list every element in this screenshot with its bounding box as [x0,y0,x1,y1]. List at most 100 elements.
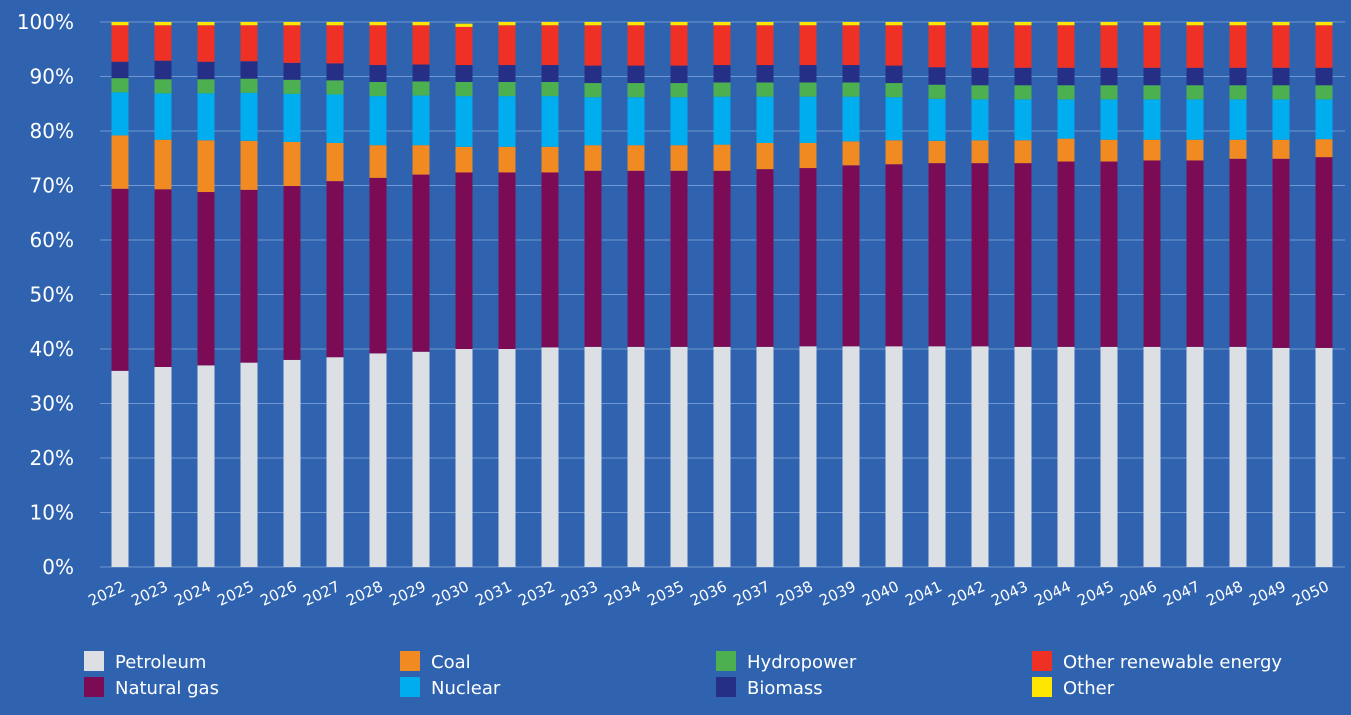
x-tick-label: 2047 [1160,577,1202,609]
x-tick-label: 2027 [300,577,342,609]
bar-segment-other-2039 [842,22,860,26]
legend-swatch [716,651,736,671]
bar-segment-coal-2043 [1014,140,1032,164]
bar-segment-natural-gas-2043 [1014,163,1032,347]
x-tick-label: 2039 [816,577,858,609]
bar-segment-coal-2030 [455,146,473,173]
legend-swatch [400,651,420,671]
bar-segment-biomass-2034 [627,65,645,84]
bar-segment-hydropower-2039 [842,82,860,97]
bar-segment-other-2043 [1014,22,1032,26]
bar-segment-petroleum-2038 [799,346,817,567]
bar-segment-coal-2038 [799,142,817,169]
bar-segment-other-renewable-energy-2045 [1100,25,1118,68]
bar-segment-hydropower-2036 [713,82,731,97]
bar-segment-coal-2033 [584,145,602,171]
bar-segment-other-renewable-energy-2027 [326,25,344,64]
bar-segment-natural-gas-2028 [369,177,387,354]
x-tick-label: 2034 [601,577,643,609]
y-tick-label: 80% [30,119,74,143]
x-tick-label: 2035 [644,577,686,609]
bar-segment-other-renewable-energy-2032 [541,25,559,66]
bar-segment-coal-2034 [627,145,645,171]
bar-segment-hydropower-2023 [154,79,172,94]
legend: Petroleum Coal Hydropower Other renewable e… [84,651,1282,699]
bar-segment-other-2042 [971,22,989,26]
bar-segment-natural-gas-2047 [1186,160,1204,347]
bar-segment-other-renewable-energy-2023 [154,25,172,61]
bar-segment-petroleum-2024 [197,365,215,567]
bar-segment-other-renewable-energy-2046 [1143,25,1161,68]
bar-segment-petroleum-2031 [498,349,516,567]
bar-segment-coal-2022 [111,135,129,189]
bar-segment-other-2023 [154,22,172,26]
bar-segment-hydropower-2049 [1272,85,1290,100]
bar-segment-hydropower-2026 [283,79,301,94]
x-tick-label: 2026 [257,577,299,609]
bar-segment-natural-gas-2030 [455,172,473,349]
legend-swatch [84,677,104,697]
bar-segment-biomass-2044 [1057,67,1075,86]
y-tick-label: 60% [30,228,74,252]
bar-segment-other-renewable-energy-2029 [412,25,430,65]
bar-segment-nuclear-2031 [498,96,516,147]
x-tick-label: 2022 [85,577,127,609]
bar-segment-biomass-2029 [412,64,430,82]
x-tick-label: 2050 [1289,577,1331,609]
bar-segment-coal-2041 [928,140,946,164]
bar-segment-petroleum-2040 [885,346,903,567]
bar-segment-hydropower-2046 [1143,85,1161,100]
bar-segment-nuclear-2029 [412,95,430,146]
legend-label: Petroleum [115,652,206,673]
bar-segment-other-2022 [111,22,129,26]
bar-segment-petroleum-2042 [971,346,989,567]
bar-segment-hydropower-2041 [928,84,946,99]
bar-segment-other-renewable-energy-2022 [111,25,129,62]
bar-segment-petroleum-2045 [1100,346,1118,567]
bar-segment-natural-gas-2041 [928,163,946,347]
bar-segment-other-renewable-energy-2039 [842,25,860,66]
bar-segment-petroleum-2046 [1143,346,1161,567]
bar-segment-other-2037 [756,22,774,26]
bar-segment-other-2040 [885,22,903,26]
bar-segment-natural-gas-2038 [799,168,817,347]
bar-segment-other-renewable-energy-2043 [1014,25,1032,68]
bar-segment-biomass-2038 [799,65,817,83]
bar-segment-other-2046 [1143,22,1161,26]
bar-segment-other-2024 [197,22,215,26]
bar-segment-biomass-2046 [1143,67,1161,86]
bar-segment-natural-gas-2022 [111,188,129,371]
bar-segment-natural-gas-2027 [326,181,344,358]
y-tick-label: 40% [30,337,74,361]
bar-segment-hydropower-2030 [455,81,473,97]
bar-segment-nuclear-2024 [197,93,215,141]
legend-label: Other renewable energy [1063,652,1282,673]
bar-segment-biomass-2042 [971,67,989,86]
bar-segment-petroleum-2049 [1272,347,1290,567]
bar-segment-natural-gas-2034 [627,170,645,347]
bar-segment-coal-2048 [1229,139,1247,159]
bar-segment-biomass-2023 [154,60,172,80]
bar-segment-petroleum-2026 [283,359,301,567]
bar-segment-natural-gas-2032 [541,172,559,348]
x-tick-label: 2049 [1246,577,1288,609]
bar-segment-natural-gas-2037 [756,169,774,347]
bar-segment-other-2035 [670,22,688,26]
bar-segment-other-renewable-energy-2044 [1057,25,1075,68]
legend-label: Coal [431,652,471,673]
bar-segment-natural-gas-2039 [842,165,860,347]
bar-segment-biomass-2030 [455,65,473,82]
y-tick-label: 10% [30,501,74,525]
bar-segment-biomass-2031 [498,65,516,82]
bar-segment-other-renewable-energy-2035 [670,25,688,66]
bar-segment-nuclear-2033 [584,97,602,146]
bar-segment-natural-gas-2033 [584,170,602,347]
bar-segment-natural-gas-2025 [240,189,258,363]
bar-segment-hydropower-2050 [1315,85,1333,100]
bar-segment-other-2038 [799,22,817,26]
bar-segment-biomass-2047 [1186,67,1204,86]
bar-segment-other-renewable-energy-2041 [928,25,946,68]
bar-segment-other-renewable-energy-2030 [455,26,473,66]
x-tick-label: 2048 [1203,577,1245,609]
